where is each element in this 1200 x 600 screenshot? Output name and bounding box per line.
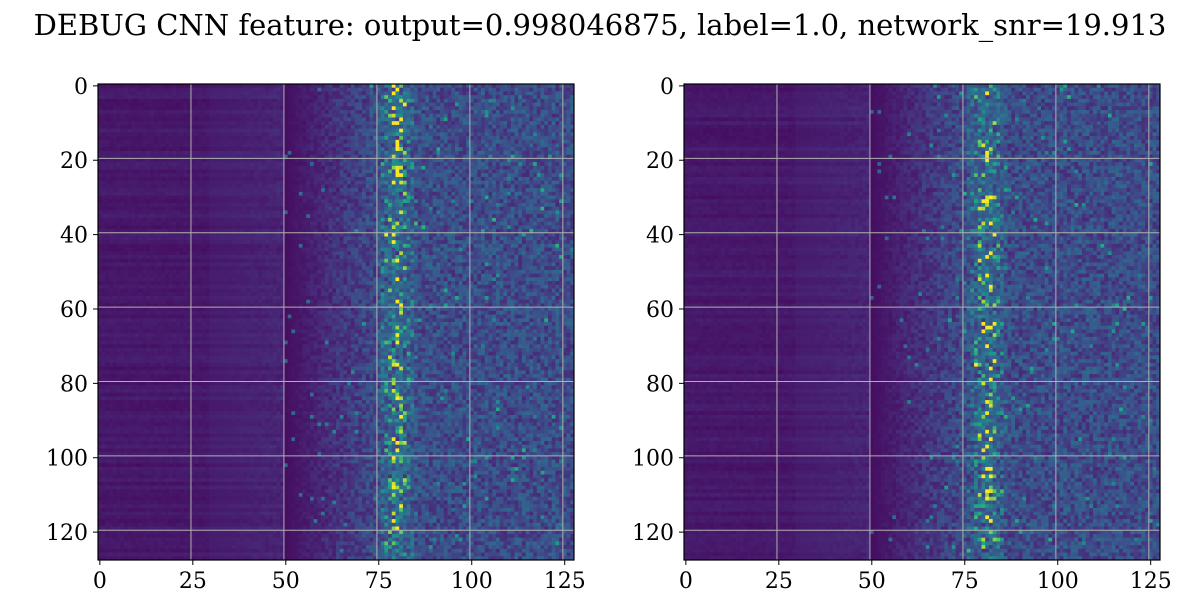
y-tick-label: 120 (46, 521, 88, 546)
x-tick-label: 100 (1037, 569, 1079, 594)
y-tick-label: 60 (60, 298, 88, 323)
y-tick-label: 120 (632, 521, 674, 546)
y-tick-label: 0 (660, 75, 674, 100)
heatmap-panel-left: 0 25 50 75 100 125 0 20 40 60 80 100 120 (46, 75, 586, 594)
y-tick-label: 0 (74, 75, 88, 100)
axes-frame (97, 83, 575, 561)
x-tick-label: 50 (858, 569, 886, 594)
y-tick-label: 100 (632, 447, 674, 472)
y-tick-label: 20 (646, 149, 674, 174)
x-tick-label: 25 (179, 569, 207, 594)
heatmap-panel-right: 0 25 50 75 100 125 0 20 40 60 80 100 120 (632, 75, 1172, 594)
heatmap-cells (684, 84, 1161, 561)
x-tick-label: 50 (272, 569, 300, 594)
heatmap-cells (98, 84, 575, 561)
y-tick-label: 80 (60, 372, 88, 397)
x-tick-label: 125 (1130, 569, 1172, 594)
y-tick-label: 40 (60, 224, 88, 249)
x-tick-label: 25 (765, 569, 793, 594)
x-tick-label: 100 (451, 569, 493, 594)
x-tick-label: 0 (679, 569, 693, 594)
x-tick-label: 125 (544, 569, 586, 594)
y-tick-label: 80 (646, 372, 674, 397)
x-tick-label: 0 (93, 569, 107, 594)
y-tick-label: 20 (60, 149, 88, 174)
y-tick-label: 100 (46, 447, 88, 472)
y-tick-label: 40 (646, 224, 674, 249)
figure-title: DEBUG CNN feature: output=0.998046875, l… (0, 8, 1200, 42)
axes-frame (683, 83, 1161, 561)
y-tick-label: 60 (646, 298, 674, 323)
x-tick-label: 75 (365, 569, 393, 594)
x-tick-label: 75 (951, 569, 979, 594)
